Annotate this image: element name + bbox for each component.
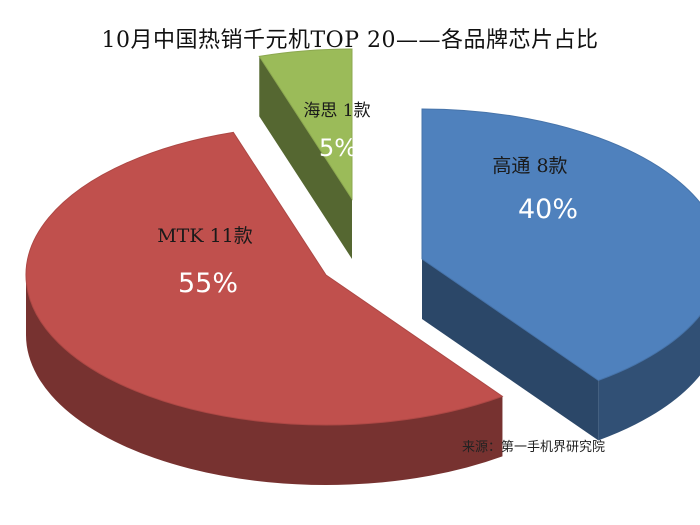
pie-slice-group-2: [258, 48, 353, 259]
slice-label-1: MTK 11款: [157, 225, 253, 247]
pie-slice-0: [421, 108, 700, 381]
pie-slice-wall-0-1: [422, 259, 599, 441]
pie-slice-group-0: [421, 108, 700, 441]
pie-slice-rim-0-0: [598, 315, 700, 441]
pie-slice-group-1: [25, 131, 504, 485]
pie-slice-2: [258, 48, 353, 201]
slice-label-2: 海思 1款: [303, 101, 370, 121]
pie-slice-rim-1-0: [26, 275, 503, 485]
source-note: 来源：第一手机界研究院: [462, 440, 606, 455]
slice-percent-1: 55%: [178, 268, 238, 299]
slice-label-0: 高通 8款: [492, 155, 567, 177]
pie-slice-1: [25, 131, 504, 426]
pie-slice-wall-2-0: [259, 56, 352, 259]
slice-percent-2: 5%: [319, 134, 357, 162]
slice-percent-0: 40%: [518, 194, 578, 225]
